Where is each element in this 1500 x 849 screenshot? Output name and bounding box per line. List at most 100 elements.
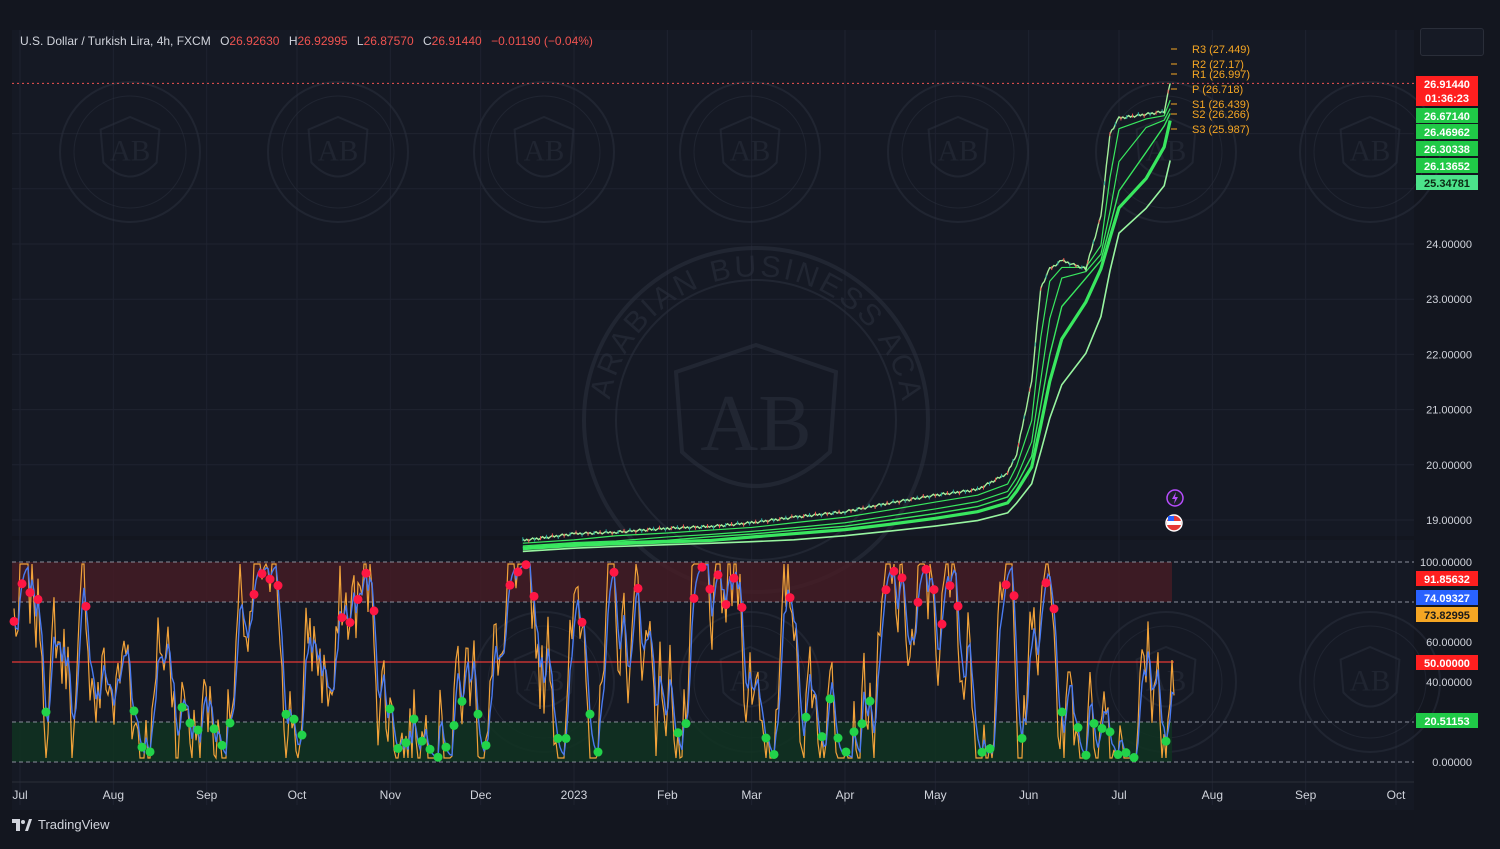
overbought-dot	[1049, 604, 1059, 614]
oversold-dot	[217, 740, 227, 750]
oversold-dot	[297, 730, 307, 740]
oversold-dot	[1089, 718, 1099, 728]
oscillator-tag-value: 50.00000	[1424, 658, 1470, 670]
pivot-label: R1 (26.997)	[1192, 69, 1250, 81]
high-label: H	[288, 34, 298, 48]
tradingview-logo[interactable]: TradingView	[12, 817, 110, 832]
oversold-dot	[145, 747, 155, 757]
oversold-dot	[433, 752, 443, 762]
oversold-dot	[1113, 750, 1123, 760]
time-tick-label: Mar	[741, 788, 762, 802]
oversold-dot	[177, 702, 187, 712]
oversold-dot	[561, 733, 571, 743]
oversold-dot	[1161, 736, 1171, 746]
price-tag	[1416, 175, 1478, 190]
open-value: 26.92630	[229, 34, 280, 48]
moving-averages	[522, 99, 1172, 553]
candles	[522, 89, 1169, 543]
tradingview-label: TradingView	[38, 817, 110, 832]
watermark-seal: AB	[1299, 611, 1441, 753]
overbought-dot	[609, 567, 619, 577]
oversold-dot	[865, 696, 875, 706]
oversold-dot	[193, 725, 203, 735]
open-label: O	[220, 34, 230, 48]
time-tick-label: Apr	[836, 788, 855, 802]
price-pane	[12, 30, 1414, 536]
seal-inner-ring	[615, 279, 897, 561]
seal-shield-icon	[1339, 115, 1401, 178]
oversold-dot	[137, 742, 147, 752]
overbought-dot	[937, 619, 947, 629]
oscillator-tag	[1416, 655, 1478, 670]
oversold-dot	[281, 709, 291, 719]
oversold-dot	[1105, 727, 1115, 737]
time-tick-label: Jun	[1019, 788, 1038, 802]
pivot-label: P (26.718)	[1192, 84, 1243, 96]
tradingview-logo-icon	[12, 818, 32, 831]
oversold-dot	[769, 749, 779, 759]
pivot-label: R3 (27.449)	[1192, 44, 1250, 56]
pivot-label: R2 (27.17)	[1192, 59, 1244, 71]
oscillator-tag	[1416, 571, 1478, 586]
watermark-seal: AB	[679, 81, 821, 223]
time-tick-label: Dec	[470, 788, 491, 802]
time-tick-label: 2023	[561, 788, 588, 802]
price-tick-label: 19.00000	[1426, 515, 1472, 527]
us-flag-stripe	[1167, 521, 1181, 525]
overbought-dot	[953, 601, 963, 611]
oscillator-tag-value: 73.82995	[1424, 610, 1470, 622]
time-tick-label: Aug	[1202, 788, 1223, 802]
price-tag-value: 26.30338	[1424, 144, 1470, 156]
price-tag	[1416, 76, 1478, 106]
overbought-dot	[705, 584, 715, 594]
seal-ring	[679, 81, 821, 223]
time-tick-label: Sep	[1295, 788, 1317, 802]
overbought-dot	[337, 613, 347, 623]
seal-inner-ring	[693, 95, 807, 209]
price-tag	[1416, 108, 1478, 123]
oscillator-axis: 0.00000 40.00000 60.00000 100.00000 91.85632…	[1416, 557, 1478, 769]
oversold-dot	[833, 733, 843, 743]
chart-settings-box[interactable]	[1420, 28, 1484, 56]
overbought-dot	[897, 573, 907, 583]
price-tag-value: 25.34781	[1424, 178, 1470, 190]
ema-line-5	[522, 160, 1171, 553]
oscillator-tag	[1416, 713, 1478, 728]
oscillator-tick-label: 0.00000	[1432, 757, 1472, 769]
overbought-dot	[9, 616, 19, 626]
seal-inner-ring	[1109, 95, 1223, 209]
oversold-dot	[1129, 753, 1139, 763]
seal-initials: AB	[318, 135, 359, 167]
overbought-dot	[689, 593, 699, 603]
oversold-dot	[129, 706, 139, 716]
price-tick-label: 24.00000	[1426, 239, 1472, 251]
oscillator-tick-label: 100.00000	[1420, 557, 1472, 569]
overbought-dot	[273, 581, 283, 591]
oversold-dot	[289, 714, 299, 724]
time-tick-label: May	[924, 788, 947, 802]
time-tick-label: Oct	[288, 788, 307, 802]
oversold-dot	[449, 720, 459, 730]
overbought-dot	[929, 585, 939, 595]
seal-initials: AB	[938, 135, 979, 167]
overbought-dot	[737, 602, 747, 612]
seal-initials: AB	[110, 135, 151, 167]
time-tick-label: Nov	[380, 788, 401, 802]
oversold-dot	[849, 727, 859, 737]
seal-shield-icon	[1135, 645, 1197, 708]
price-line	[522, 83, 1171, 542]
oversold-dot	[1057, 707, 1067, 717]
overbought-dot	[81, 601, 91, 611]
pivot-label: S1 (26.439)	[1192, 99, 1249, 111]
oversold-dot	[1097, 723, 1107, 733]
price-tag-value: 26.67140	[1424, 111, 1470, 123]
grid-lines	[12, 30, 1414, 805]
seal-inner-ring	[281, 95, 395, 209]
overbought-dot	[729, 573, 739, 583]
oversold-dot	[185, 718, 195, 728]
seal-ring	[1095, 81, 1237, 223]
overbought-dot	[1041, 578, 1051, 588]
price-tag-value: 26.13652	[1424, 161, 1470, 173]
oversold-dot	[977, 747, 987, 757]
